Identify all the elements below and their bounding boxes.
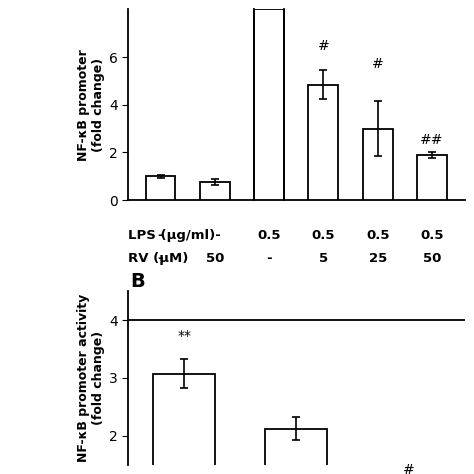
Bar xyxy=(254,9,284,200)
Bar xyxy=(146,176,175,200)
Text: 0.5: 0.5 xyxy=(311,229,335,242)
Text: #: # xyxy=(402,463,414,474)
Bar xyxy=(153,374,215,474)
Text: **: ** xyxy=(177,329,191,343)
Bar xyxy=(417,155,447,200)
Text: #: # xyxy=(318,39,329,53)
Text: RV (μM): RV (μM) xyxy=(128,252,188,265)
Bar xyxy=(363,128,392,200)
Text: 0.5: 0.5 xyxy=(257,229,281,242)
Text: 25: 25 xyxy=(369,252,387,265)
Text: -: - xyxy=(266,252,272,265)
Text: 50: 50 xyxy=(206,252,224,265)
Text: LPS (μg/ml)-: LPS (μg/ml)- xyxy=(128,229,221,242)
Text: 0.5: 0.5 xyxy=(420,229,444,242)
Text: 0.5: 0.5 xyxy=(366,229,390,242)
Y-axis label: NF-κB promoter
(fold change): NF-κB promoter (fold change) xyxy=(76,49,105,161)
Text: -: - xyxy=(158,252,164,265)
Text: 50: 50 xyxy=(423,252,441,265)
Text: 5: 5 xyxy=(319,252,328,265)
Bar xyxy=(309,84,338,200)
Text: #: # xyxy=(372,57,383,72)
Text: B: B xyxy=(130,272,145,291)
Text: ##: ## xyxy=(420,133,444,147)
Bar xyxy=(265,428,327,474)
Bar xyxy=(200,182,230,200)
Text: -: - xyxy=(158,229,164,242)
Y-axis label: NF-κB promoter activity
(fold change): NF-κB promoter activity (fold change) xyxy=(77,294,105,462)
